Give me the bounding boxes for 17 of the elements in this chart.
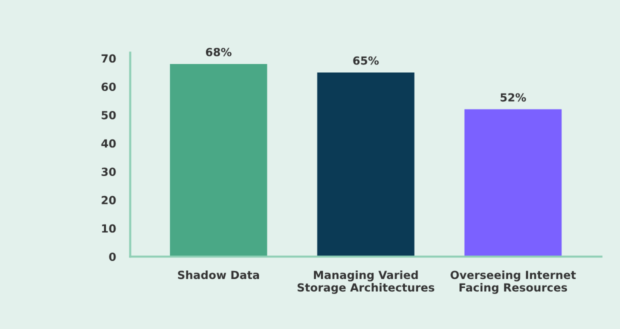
y-tick-label: 10 bbox=[102, 224, 116, 233]
y-tick-label: 60 bbox=[102, 82, 116, 92]
bar bbox=[317, 72, 414, 257]
data-label: 52% bbox=[500, 93, 526, 102]
x-tick-label: Shadow Data bbox=[178, 270, 260, 280]
y-tick-label: 20 bbox=[102, 196, 116, 204]
y-tick-label: 30 bbox=[102, 168, 116, 176]
y-tick-label: 0 bbox=[109, 252, 116, 261]
y-tick-label: 50 bbox=[102, 110, 116, 120]
x-tick-label: Overseeing Internet Facing Resources bbox=[450, 270, 576, 294]
data-label: 65% bbox=[353, 56, 379, 65]
data-label: 68% bbox=[206, 48, 232, 56]
bar bbox=[464, 109, 562, 257]
x-tick-label: Managing Varied Storage Architectures bbox=[298, 270, 434, 294]
y-tick-label: 70 bbox=[102, 54, 116, 63]
bar bbox=[170, 64, 268, 257]
y-tick-label: 40 bbox=[101, 139, 116, 148]
